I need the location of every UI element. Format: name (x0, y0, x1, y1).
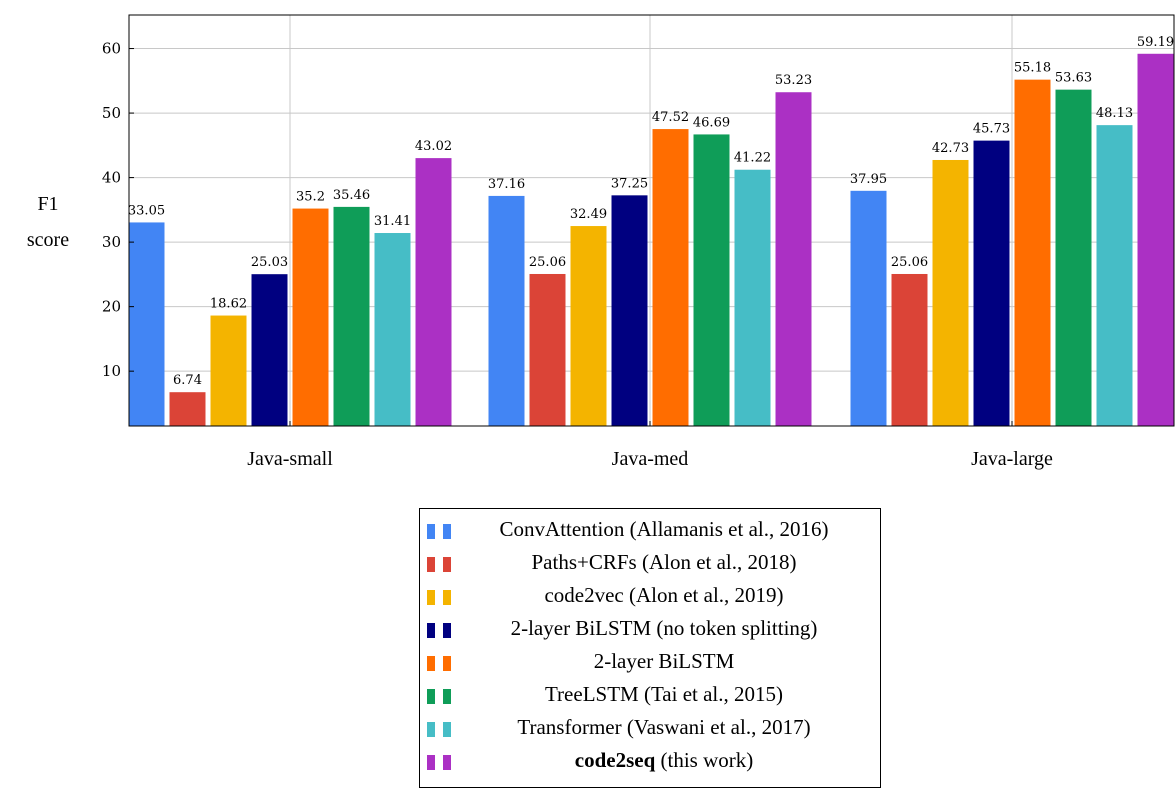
legend-label: 2-layer BiLSTM (no token splitting) (510, 616, 818, 640)
legend-item: 2-layer BiLSTM (no token splitting) (420, 614, 880, 644)
bar (128, 222, 165, 426)
bar-value-label: 37.25 (611, 176, 648, 191)
plot-frame (128, 14, 1175, 427)
bar-value-label: 37.95 (850, 172, 887, 187)
bar-value-label: 45.73 (973, 122, 1010, 137)
legend-swatch (443, 623, 451, 638)
y-axis-label-line2: score (27, 229, 69, 251)
y-axis-label-line1: F1 (37, 193, 58, 215)
legend-label: TreeLSTM (Tai et al., 2015) (544, 682, 784, 706)
bar (488, 195, 525, 426)
legend-swatch (443, 755, 451, 770)
legend-swatch (443, 689, 451, 704)
bar-value-label: 35.46 (333, 188, 370, 203)
bar (333, 206, 370, 426)
x-category-label: Java-med (612, 448, 689, 470)
bar (570, 226, 607, 426)
bar (415, 158, 452, 426)
bar (529, 273, 566, 426)
legend-item: 2-layer BiLSTM (420, 647, 880, 677)
legend-label: Paths+CRFs (Alon et al., 2018) (531, 550, 797, 574)
bar (775, 92, 812, 426)
legend-swatch (427, 557, 435, 572)
bar (891, 273, 928, 426)
legend-item: Paths+CRFs (Alon et al., 2018) (420, 548, 880, 578)
legend-swatch (427, 755, 435, 770)
bar-value-label: 33.05 (128, 203, 165, 218)
bar-chart: 33.05 37.16 37.95 6.74 25.06 25.06 18.62 32.49 4… (27, 14, 1175, 470)
bar (850, 190, 887, 426)
legend-label: Transformer (Vaswani et al., 2017) (517, 715, 811, 739)
bar-value-label: 25.06 (891, 255, 928, 270)
legend-label: ConvAttention (Allamanis et al., 2016) (499, 517, 829, 541)
bars (128, 53, 1174, 427)
legend-swatch (427, 656, 435, 671)
legend-swatch (427, 590, 435, 605)
bar-value-label: 25.03 (251, 255, 288, 270)
legend-item: ConvAttention (Allamanis et al., 2016) (420, 515, 880, 545)
y-tick-label: 50 (102, 104, 121, 122)
bar (169, 392, 206, 426)
bar-value-label: 53.23 (775, 73, 812, 88)
bar-value-label: 46.69 (693, 115, 730, 130)
bar-value-label: 32.49 (570, 207, 607, 222)
bar (251, 274, 288, 426)
legend-swatch (443, 590, 451, 605)
legend-swatch (443, 722, 451, 737)
bar-value-label: 55.18 (1014, 61, 1051, 76)
legend-swatch (427, 623, 435, 638)
legend-swatch (443, 557, 451, 572)
bar-value-label: 18.62 (210, 297, 247, 312)
x-category-label: Java-large (971, 448, 1053, 470)
legend-label: 2-layer BiLSTM (593, 649, 735, 673)
y-tick-label: 20 (102, 298, 121, 316)
bar (611, 195, 648, 426)
legend-swatch (427, 689, 435, 704)
bar (1096, 125, 1133, 426)
legend-item: Transformer (Vaswani et al., 2017) (420, 713, 880, 743)
legend-item: code2vec (Alon et al., 2019) (420, 581, 880, 611)
bar-value-label: 53.63 (1055, 71, 1092, 86)
bar (374, 233, 411, 426)
y-tick-label: 60 (102, 40, 121, 58)
bar-value-label: 25.06 (529, 255, 566, 270)
legend-label: code2seq (this work) (574, 748, 754, 772)
bar-value-label: 37.16 (488, 177, 525, 192)
legend: ConvAttention (Allamanis et al., 2016) Pa… (419, 508, 881, 788)
x-category-label: Java-small (247, 448, 333, 470)
legend-swatch (443, 524, 451, 539)
bar (1055, 89, 1092, 426)
bar-value-label: 41.22 (734, 151, 771, 166)
legend-item: TreeLSTM (Tai et al., 2015) (420, 680, 880, 710)
legend-item: code2seq (this work) (420, 746, 880, 776)
legend-swatch (427, 722, 435, 737)
y-tick-label: 40 (102, 169, 121, 187)
bar-value-label: 47.52 (652, 110, 689, 125)
legend-swatch (443, 656, 451, 671)
bar (292, 208, 329, 426)
y-tick-label: 10 (102, 362, 121, 380)
bar (210, 315, 247, 426)
bar (1014, 79, 1051, 426)
bar-value-label: 43.02 (415, 139, 452, 154)
bar (652, 129, 689, 426)
bar-value-label: 59.19 (1137, 35, 1174, 50)
data-labels: 33.05 37.16 37.95 6.74 25.06 25.06 18.62 32.49 4… (128, 35, 1174, 388)
legend-swatch (427, 524, 435, 539)
bar (734, 169, 771, 427)
bar-value-label: 6.74 (173, 373, 202, 388)
y-tick-label: 30 (102, 233, 121, 251)
bar-value-label: 35.2 (296, 190, 325, 205)
axes: 10 20 30 40 50 60 Java-small Java-med Java-large (102, 14, 1175, 470)
bar-value-label: 48.13 (1096, 106, 1133, 121)
bar-value-label: 31.41 (374, 214, 411, 229)
legend-label: code2vec (Alon et al., 2019) (544, 583, 784, 607)
bar (693, 134, 730, 427)
bar-value-label: 42.73 (932, 141, 969, 156)
bar (973, 140, 1010, 427)
bar (932, 159, 969, 426)
bar (1137, 53, 1174, 427)
